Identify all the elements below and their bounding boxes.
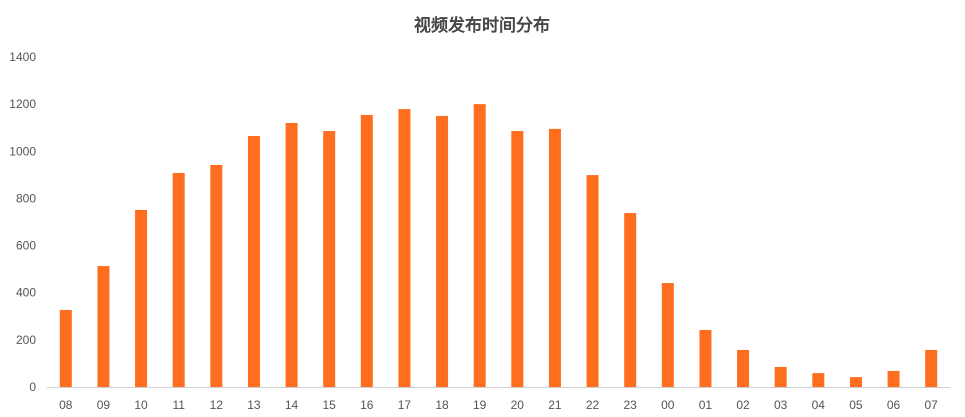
x-tick-label: 09	[97, 398, 111, 412]
x-tick-label: 08	[59, 398, 73, 412]
y-tick-label: 800	[16, 191, 36, 205]
x-tick-label: 20	[511, 398, 525, 412]
bar-06	[887, 370, 900, 387]
x-tick-label: 16	[360, 398, 374, 412]
x-tick-label: 01	[699, 398, 713, 412]
x-tick-label: 21	[548, 398, 562, 412]
x-tick-label: 05	[849, 398, 863, 412]
bar-17	[398, 109, 411, 387]
bar-19	[473, 104, 486, 388]
bar-00	[661, 283, 674, 387]
x-tick-label: 22	[586, 398, 600, 412]
bar-11	[172, 172, 185, 387]
bar-09	[97, 266, 110, 387]
bar-18	[436, 115, 449, 387]
bar-01	[699, 329, 712, 387]
x-tick-label: 15	[323, 398, 337, 412]
bar-14	[285, 123, 298, 387]
bar-12	[210, 164, 223, 387]
x-tick-label: 18	[435, 398, 449, 412]
bar-21	[548, 128, 561, 387]
bar-07	[925, 349, 938, 387]
bar-02	[737, 349, 750, 387]
y-tick-label: 0	[29, 380, 36, 394]
x-tick-label: 14	[285, 398, 299, 412]
x-tick-label: 11	[172, 398, 185, 412]
x-tick-label: 03	[774, 398, 788, 412]
x-tick-label: 19	[473, 398, 487, 412]
chart-title: 视频发布时间分布	[414, 15, 550, 36]
x-tick-label: 00	[661, 398, 675, 412]
bar-22	[586, 175, 599, 387]
x-tick-label: 23	[624, 398, 638, 412]
bar-20	[511, 131, 524, 387]
x-tick-label: 13	[247, 398, 261, 412]
bar-13	[247, 135, 260, 387]
x-tick-label: 06	[887, 398, 901, 412]
x-tick-label: 04	[812, 398, 826, 412]
bar-08	[59, 309, 72, 387]
bar-10	[135, 209, 148, 387]
bar-23	[624, 213, 637, 387]
x-tick-label: 10	[134, 398, 148, 412]
x-tick-label: 02	[736, 398, 750, 412]
bar-05	[849, 377, 862, 387]
y-tick-label: 1200	[9, 97, 36, 111]
x-tick-label: 12	[210, 398, 224, 412]
y-tick-label: 400	[16, 286, 36, 300]
y-tick-label: 1000	[9, 144, 36, 158]
y-tick-label: 200	[16, 333, 36, 347]
y-tick-label: 600	[16, 239, 36, 253]
bar-03	[774, 366, 787, 387]
bar-15	[323, 131, 336, 387]
x-tick-label: 17	[398, 398, 412, 412]
y-tick-label: 1400	[9, 50, 36, 64]
bar-16	[360, 114, 373, 387]
bar-04	[812, 373, 825, 387]
x-tick-label: 07	[925, 398, 939, 412]
